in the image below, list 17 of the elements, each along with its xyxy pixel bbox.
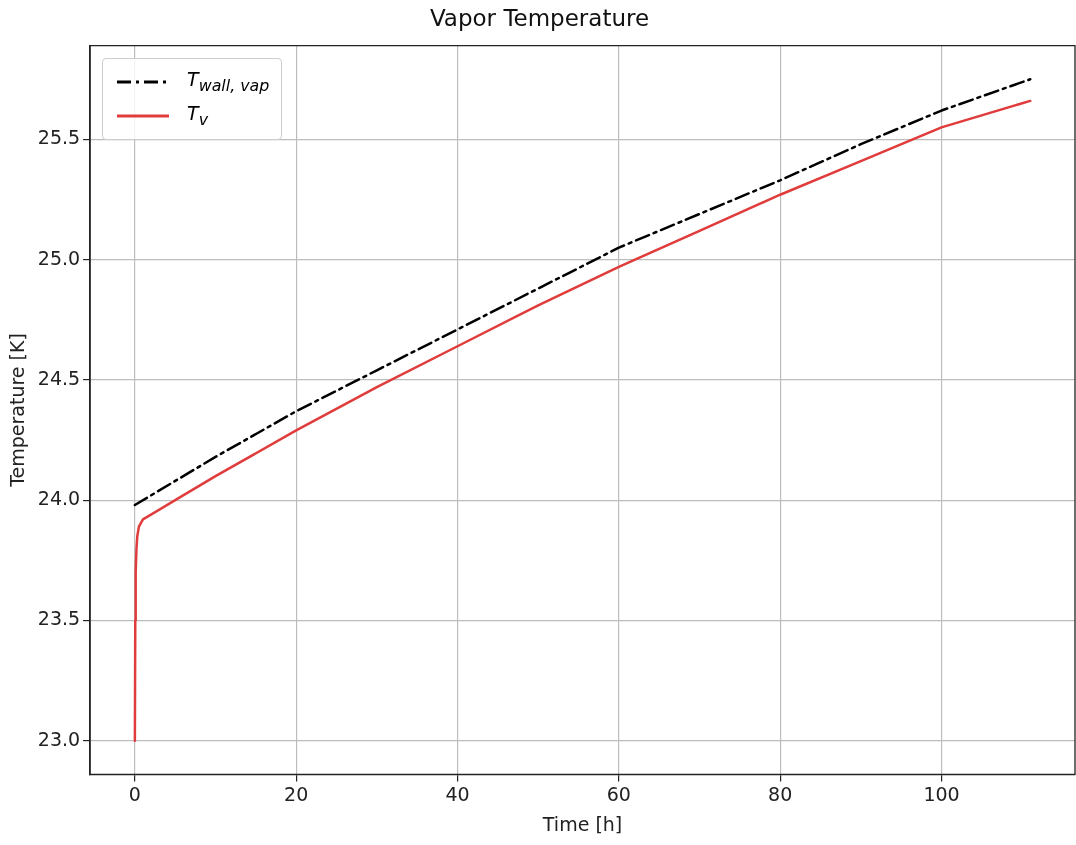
y-tick-label: 25.0 (37, 246, 81, 269)
x-tick-label: 100 (923, 782, 960, 805)
y-tick-label: 23.0 (37, 727, 81, 750)
x-axis-title: Time [h] (541, 812, 623, 835)
y-tick-label: 24.5 (37, 366, 81, 389)
legend-label: T$_{v}$ (187, 102, 209, 129)
chart-title: Vapor Temperature (429, 4, 650, 31)
x-tick-label: 40 (445, 782, 470, 805)
y-tick-label: 25.5 (37, 126, 81, 149)
x-tick-label: 20 (284, 782, 309, 805)
legend-label: T$_{wall, vap}$ (187, 68, 270, 95)
x-tick-label: 60 (606, 782, 631, 805)
x-tick-label: 80 (768, 782, 793, 805)
y-axis-title: Temperature [K] (6, 333, 29, 488)
y-tick-label: 23.5 (37, 607, 81, 630)
x-tick-label: 0 (128, 782, 141, 805)
y-tick-label: 24.0 (37, 487, 81, 510)
